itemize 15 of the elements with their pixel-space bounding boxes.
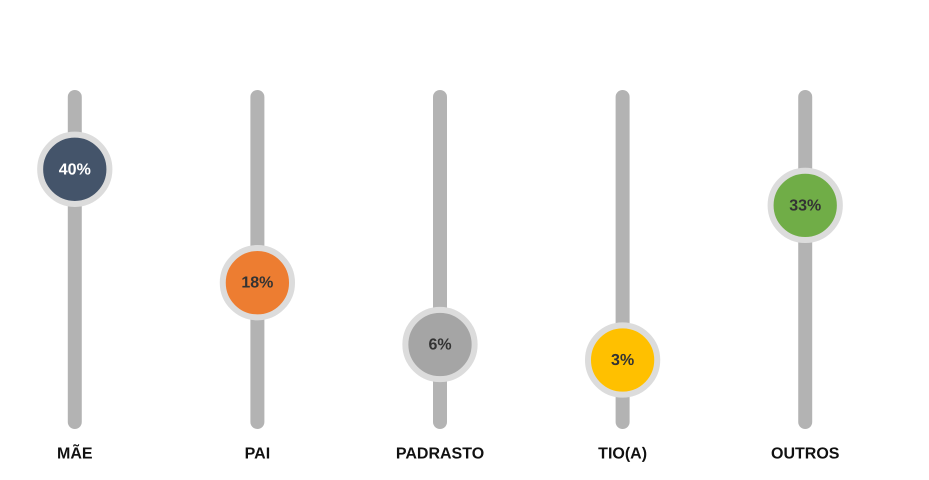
- point: [402, 306, 478, 382]
- x-tick-label: PADRASTO: [396, 446, 484, 462]
- point: [584, 322, 660, 398]
- point: [37, 132, 112, 207]
- data-label: 6%: [428, 336, 452, 354]
- point: [768, 168, 843, 243]
- data-label: 40%: [58, 161, 91, 178]
- data-label: 33%: [789, 197, 822, 214]
- x-tick-label: TIO(A): [598, 446, 648, 462]
- data-label: 18%: [241, 274, 274, 292]
- x-tick-label: OUTROS: [770, 446, 840, 462]
- point: [220, 245, 296, 320]
- x-tick-label: MÃE: [57, 444, 93, 462]
- data-label: 3%: [611, 352, 634, 369]
- x-tick-label: PAI: [244, 446, 270, 462]
